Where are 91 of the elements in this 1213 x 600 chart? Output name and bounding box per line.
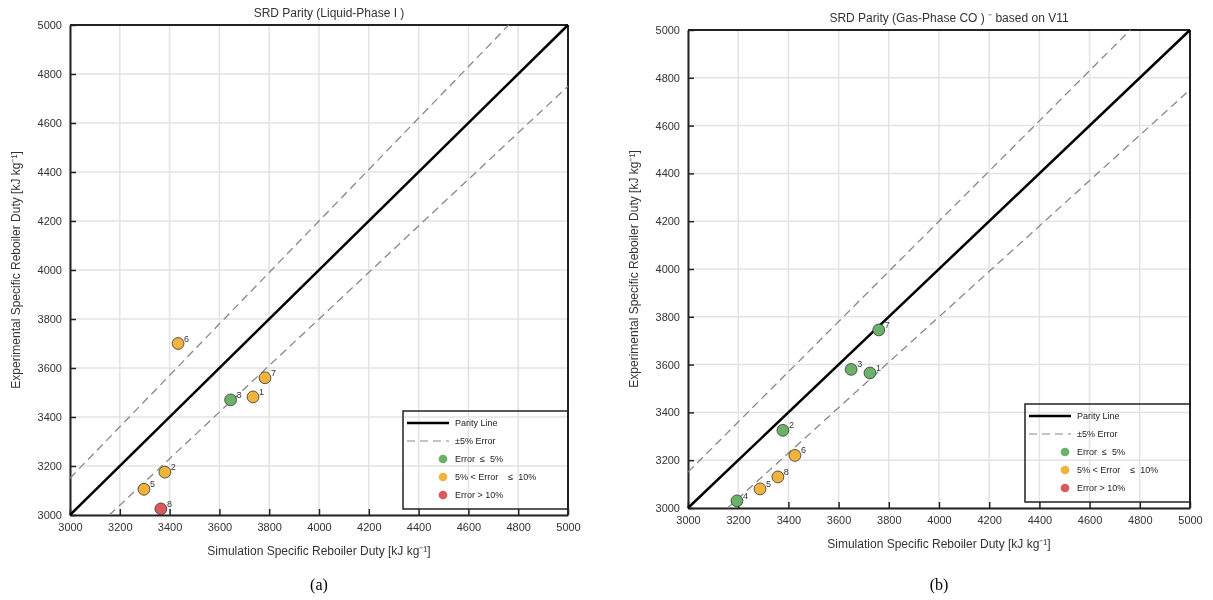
x-tick-label: 3800 (257, 520, 282, 533)
y-tick-label: 4400 (37, 166, 62, 179)
legend-label: Error > 10% (455, 490, 504, 500)
y-tick-label: 3600 (655, 358, 680, 371)
y-tick-label: 3600 (37, 362, 62, 375)
annotation: 5 (766, 478, 772, 489)
point (863, 366, 877, 380)
x-tick-label: 4000 (927, 513, 952, 526)
y-tick-label: 4000 (37, 264, 62, 277)
x-tick-label: 3600 (207, 520, 233, 533)
annotation: 6 (184, 333, 190, 344)
y-tick-label: 3800 (37, 313, 62, 326)
y-axis-title: Experimental Specific Reboiler Duty [kJ kg⁻¹] (627, 150, 641, 388)
x-tick-label: 4200 (977, 513, 1002, 526)
y-tick-label: 5000 (37, 19, 62, 32)
point (154, 502, 168, 516)
x-tick-label: 3200 (108, 520, 133, 533)
point (246, 390, 260, 404)
legend-label: ±5% Error (455, 436, 496, 446)
point (730, 494, 744, 508)
annotation: 2 (788, 420, 794, 431)
y-tick-label: 3000 (655, 502, 680, 515)
x-tick-label: 4400 (1027, 513, 1053, 526)
x-tick-label: 4000 (307, 520, 332, 533)
annotation: 3 (236, 389, 242, 400)
x-tick-label: 3400 (157, 520, 183, 533)
legend-label: ±5% Error (1077, 429, 1118, 439)
annotation: 4 (742, 490, 748, 501)
y-tick-label: 4600 (37, 117, 62, 130)
chart-title: SRD Parity (Liquid-Phase I ) (253, 6, 405, 20)
legend-label: Error ≤ 5% (1077, 447, 1125, 457)
annotation: 1 (259, 386, 265, 397)
x-tick-label: 5000 (556, 520, 581, 533)
y-tick-label: 5000 (655, 24, 680, 37)
x-tick-label: 3400 (776, 513, 802, 526)
annotation: 8 (783, 466, 789, 477)
y-tick-label: 4800 (655, 71, 680, 84)
x-tick-label: 4800 (506, 520, 531, 533)
x-axis-title: Simulation Specific Reboiler Duty [kJ kg⁻¹] (207, 544, 431, 558)
point (224, 393, 237, 407)
text: (b) (929, 576, 949, 594)
x-tick-label: 4400 (406, 520, 432, 533)
annotation: 8 (166, 498, 172, 509)
y-tick-label: 3400 (37, 411, 62, 424)
point (258, 371, 272, 385)
point (776, 424, 790, 437)
point (771, 470, 785, 484)
x-tick-label: 3200 (726, 513, 751, 526)
x-tick-label: 5000 (1178, 513, 1203, 526)
legend-label: Parity Line (1077, 411, 1120, 421)
x-tick-label: 4600 (1077, 513, 1103, 526)
legend-label: 5% < Error ≤ 10% (455, 472, 537, 482)
point (753, 482, 767, 496)
y-tick-label: 4800 (37, 68, 62, 81)
x-axis-title: Simulation Specific Reboiler Duty [kJ kg⁻¹] (827, 537, 1051, 551)
y-tick-label: 3400 (655, 406, 680, 419)
point (844, 363, 858, 376)
x-tick-label: 3000 (58, 520, 83, 533)
y-tick-label: 4600 (655, 119, 680, 132)
y-axis-title: Experimental Specific Reboiler Duty [kJ kg⁻¹] (9, 151, 23, 389)
point (872, 323, 886, 337)
y-tick-label: 3800 (655, 310, 680, 323)
annotation: 5 (149, 479, 155, 490)
y-tick-label: 4200 (37, 215, 62, 228)
x-tick-label: 4200 (357, 520, 382, 533)
x-tick-label: 4600 (456, 520, 482, 533)
legend-label: Error > 10% (1077, 483, 1126, 493)
annotation: 6 (800, 445, 806, 456)
annotation: 7 (270, 367, 276, 378)
y-tick-label: 4400 (655, 167, 680, 180)
x-tick-label: 3800 (877, 513, 902, 526)
legend-label: Error ≤ 5% (455, 454, 503, 464)
annotation: 7 (884, 319, 890, 330)
x-tick-label: 3600 (826, 513, 852, 526)
annotation: 1 (875, 362, 881, 373)
annotation: 2 (170, 462, 176, 473)
chart-title: SRD Parity (Gas-Phase CO ) ⁻ based on V11 (829, 11, 1069, 25)
x-tick-label: 4800 (1128, 513, 1153, 526)
y-tick-label: 3200 (655, 454, 680, 467)
y-tick-label: 4200 (655, 215, 680, 228)
point (788, 449, 802, 462)
text: (a) (310, 576, 328, 594)
legend-label: 5% < Error ≤ 10% (1077, 465, 1159, 475)
y-tick-label: 4000 (655, 263, 680, 276)
x-tick-label: 3000 (676, 513, 701, 526)
legend-label: Parity Line (455, 418, 498, 428)
point (171, 337, 185, 350)
point (158, 465, 172, 479)
point (137, 482, 151, 496)
y-tick-label: 3200 (37, 460, 62, 473)
annotation: 3 (857, 359, 863, 370)
